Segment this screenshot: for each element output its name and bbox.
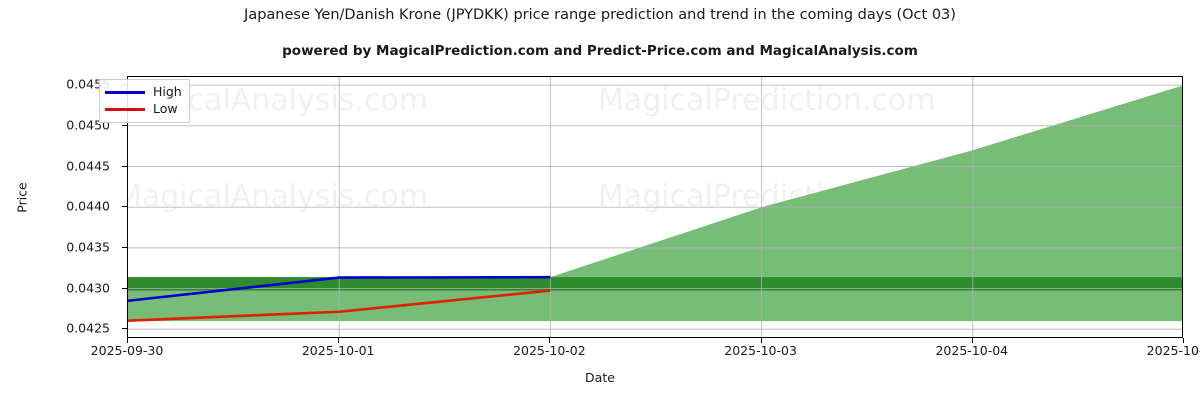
y-axis-tick-label: 0.0425 [66,320,110,336]
x-axis-tick-label: 2025-10-01 [301,343,375,358]
x-axis-tick-mark [338,338,340,343]
y-axis-tick-label: 0.0440 [66,198,110,214]
x-axis-tick-mark [127,338,128,343]
plot-area: MagicalAnalysis.com MagicalPrediction.com… [127,76,1183,338]
legend-item-label: High [153,84,182,100]
series-line-high [128,275,551,303]
x-axis-tick-label: 2025-10-05 [1146,343,1200,358]
y-axis-tick-label: 0.0445 [66,158,110,173]
legend-color-swatch [105,91,145,94]
forecast-band-forecast-range-light [128,85,1182,322]
x-axis-tick-label: 2025-09-30 [90,343,164,358]
legend-item-high[interactable]: High [105,84,182,101]
plot-svg [128,77,1182,337]
x-axis-tick-label: 2025-10-03 [724,343,797,358]
y-axis-tick-mark [122,328,127,330]
y-axis-label: Price [14,182,30,213]
legend-item-low[interactable]: Low [105,101,182,118]
x-axis-tick-label: 2025-10-02 [513,343,586,358]
y-axis-tick-mark [122,165,127,167]
y-axis-tick-mark [122,287,127,289]
x-axis-tick-label: 2025-10-04 [935,343,1009,358]
series-line-low [128,289,551,322]
legend-item-label: Low [153,101,178,117]
chart-title: Japanese Yen/Danish Krone (JPYDKK) price… [244,7,956,23]
y-axis-tick-mark [122,246,127,248]
x-axis-tick-mark [1183,338,1184,343]
y-axis-tick-mark [122,124,127,126]
x-axis-tick-mark [971,338,973,343]
x-axis-label: Date [585,370,615,385]
x-axis-tick-mark [760,338,762,343]
forecast-band-forecast-range-dark [128,277,1182,291]
y-axis-tick-mark [122,206,127,208]
legend-color-swatch [105,108,145,111]
y-axis-tick-label: 0.0435 [66,239,110,255]
chart-legend: High Low [99,79,190,123]
y-axis-tick-label: 0.0430 [66,280,110,296]
chart-subtitle: powered by MagicalPrediction.com and Pre… [282,43,918,59]
x-axis-tick-mark [549,338,551,343]
